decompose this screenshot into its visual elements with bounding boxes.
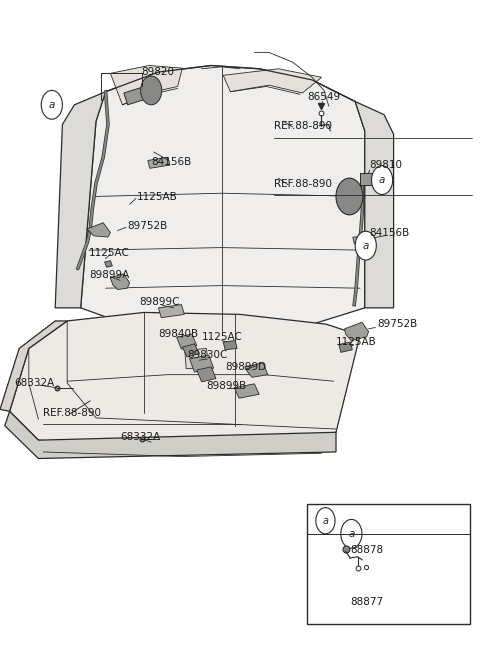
Text: REF.88-890: REF.88-890 (43, 408, 101, 418)
Polygon shape (5, 411, 336, 458)
Polygon shape (353, 236, 371, 244)
Circle shape (355, 231, 376, 260)
Text: 89899C: 89899C (139, 297, 180, 307)
Text: 89899B: 89899B (206, 381, 247, 391)
Circle shape (316, 508, 335, 534)
Text: 88878: 88878 (350, 546, 384, 555)
Polygon shape (81, 66, 365, 334)
Text: 68332A: 68332A (14, 378, 55, 388)
Polygon shape (355, 102, 394, 308)
Text: REF.88-890: REF.88-890 (274, 179, 332, 189)
Text: 1125AB: 1125AB (137, 192, 178, 202)
Polygon shape (86, 223, 110, 237)
Polygon shape (10, 312, 360, 445)
Circle shape (341, 519, 362, 548)
Polygon shape (223, 341, 237, 350)
Polygon shape (185, 348, 209, 369)
Text: REF.88-890: REF.88-890 (274, 121, 332, 131)
Text: 89810: 89810 (370, 160, 403, 170)
Polygon shape (360, 173, 379, 185)
Text: 89752B: 89752B (377, 320, 417, 329)
Text: a: a (362, 240, 369, 251)
Text: 84156B: 84156B (370, 229, 410, 238)
Text: 89830C: 89830C (187, 350, 228, 360)
Polygon shape (182, 344, 199, 357)
Polygon shape (190, 355, 214, 372)
Polygon shape (345, 322, 369, 341)
Text: 86549: 86549 (307, 92, 340, 102)
Polygon shape (339, 342, 352, 352)
Text: 89840B: 89840B (158, 329, 199, 339)
Bar (307, 504, 470, 624)
Text: a: a (348, 529, 355, 539)
Polygon shape (110, 274, 130, 290)
Circle shape (336, 178, 363, 215)
Text: 1125AC: 1125AC (202, 332, 242, 342)
Text: 88877: 88877 (350, 597, 384, 607)
Polygon shape (148, 157, 170, 168)
Polygon shape (55, 92, 106, 308)
Text: 68332A: 68332A (120, 432, 160, 442)
Text: 89820: 89820 (142, 67, 175, 77)
Text: 1125AB: 1125AB (336, 337, 377, 347)
Circle shape (372, 166, 393, 195)
Text: 84156B: 84156B (151, 157, 192, 167)
Polygon shape (197, 367, 216, 382)
Text: 89899A: 89899A (89, 271, 129, 280)
Polygon shape (124, 85, 153, 105)
Polygon shape (223, 69, 322, 93)
Text: 89752B: 89752B (127, 221, 168, 231)
Circle shape (141, 76, 162, 105)
Text: 89899D: 89899D (226, 362, 267, 372)
Polygon shape (177, 334, 197, 349)
Circle shape (41, 90, 62, 119)
Polygon shape (234, 384, 259, 398)
Polygon shape (158, 305, 184, 318)
Polygon shape (110, 66, 182, 105)
Text: a: a (379, 175, 385, 185)
Polygon shape (245, 363, 268, 377)
Text: 1125AC: 1125AC (89, 248, 130, 258)
Polygon shape (0, 321, 67, 411)
Text: a: a (48, 100, 55, 110)
Text: a: a (323, 515, 328, 526)
Polygon shape (105, 261, 112, 267)
